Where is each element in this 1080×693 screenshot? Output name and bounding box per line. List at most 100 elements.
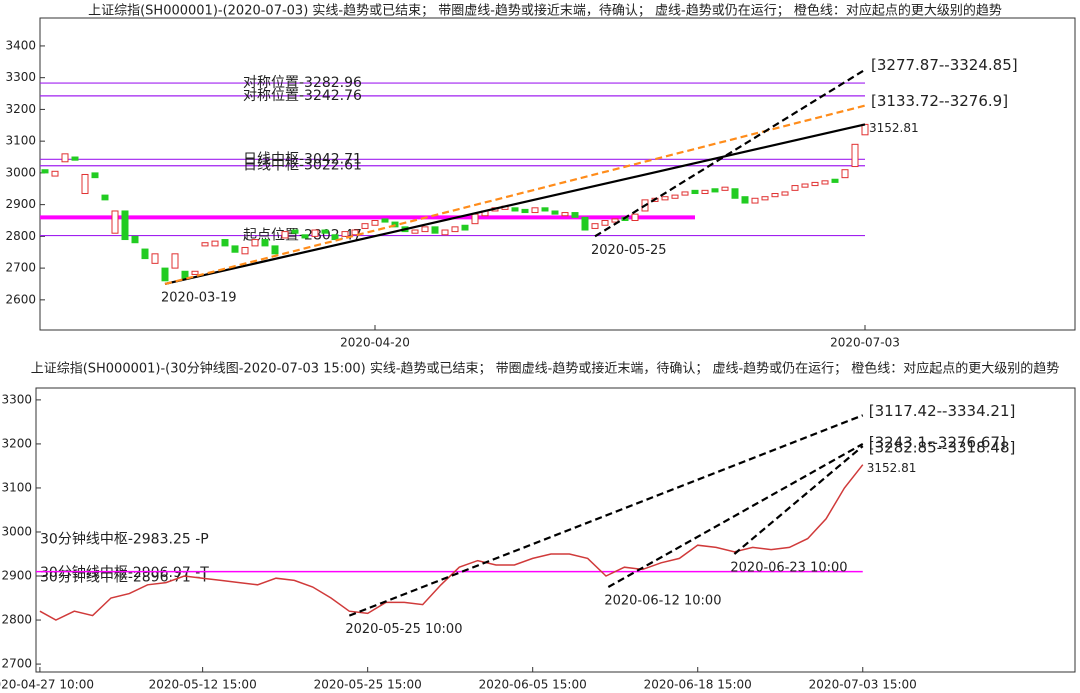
candle xyxy=(241,246,249,255)
x-tick-label: 2020-06-18 15:00 xyxy=(644,678,752,692)
trend-line xyxy=(594,68,866,238)
y-tick-label: 3300 xyxy=(5,70,36,84)
candle xyxy=(571,212,579,218)
candle xyxy=(801,183,809,188)
trend-end-label: [3117.42--3334.21] xyxy=(869,402,1016,420)
x-tick-label: 2020-05-12 15:00 xyxy=(149,678,257,692)
candle xyxy=(561,212,569,217)
chart-title: 上证综指(SH000001)-(2020-07-03) 实线-趋势或已结束； 带… xyxy=(88,3,1002,19)
candle xyxy=(431,226,439,234)
candle xyxy=(191,270,199,275)
y-tick-label: 3400 xyxy=(5,38,36,52)
candle xyxy=(701,189,709,195)
x-tick-label: 2020-04-20 xyxy=(340,336,410,350)
candle xyxy=(101,194,109,201)
candle xyxy=(171,253,179,269)
candle xyxy=(311,229,319,237)
candle xyxy=(301,234,309,239)
trend-start-label: 2020-03-19 xyxy=(161,290,237,305)
candle xyxy=(321,229,329,234)
candle xyxy=(821,180,829,185)
trend-line xyxy=(164,123,866,286)
trend-start-label: 2020-06-12 10:00 xyxy=(604,594,721,609)
candle xyxy=(461,224,469,231)
candle xyxy=(581,216,589,231)
candle xyxy=(731,188,739,199)
trend-end-label: [3282.85--3318.48] xyxy=(869,439,1016,457)
y-tick-label: 3000 xyxy=(1,524,32,538)
candle xyxy=(141,248,149,260)
candle xyxy=(681,191,689,196)
price-line xyxy=(39,464,864,621)
candle xyxy=(531,207,539,214)
trend-start-label: 2020-05-25 xyxy=(591,243,667,258)
x-tick-label: 2020-05-25 15:00 xyxy=(314,678,422,692)
candle xyxy=(471,213,479,225)
candle xyxy=(441,229,449,236)
trend-line xyxy=(607,442,864,588)
candle xyxy=(601,219,609,226)
trend-end-label: [3133.72--3276.9] xyxy=(871,92,1008,110)
candle xyxy=(221,239,229,247)
y-tick-label: 3200 xyxy=(5,102,36,116)
candle xyxy=(201,242,209,247)
y-tick-label: 2800 xyxy=(5,229,36,243)
y-tick-label: 2900 xyxy=(5,197,36,211)
candle xyxy=(41,169,49,174)
trend-end-label: [3243.1--3276.67] xyxy=(869,433,1006,451)
candle xyxy=(661,196,669,201)
candle xyxy=(721,186,729,191)
candle xyxy=(831,178,839,183)
trend-end-label: [3277.87--3324.85] xyxy=(871,56,1018,74)
level-label: 30分钟线中枢-2906.97 -T xyxy=(40,564,209,581)
level-label: 30分钟线中枢-2896.71 -T xyxy=(40,568,209,585)
candle xyxy=(71,156,79,161)
y-tick-label: 2900 xyxy=(1,569,32,583)
level-label: 对称位置-3282.96 xyxy=(243,75,362,91)
trend-line xyxy=(733,445,864,555)
y-tick-label: 3100 xyxy=(5,134,36,148)
y-tick-label: 2600 xyxy=(5,292,36,306)
trend-line xyxy=(348,414,864,617)
candle xyxy=(271,245,279,255)
y-tick-label: 2700 xyxy=(1,657,32,671)
candle xyxy=(511,207,519,212)
last-label: 3152.81 xyxy=(867,461,917,475)
candle xyxy=(771,193,779,198)
candle xyxy=(421,226,429,233)
candle xyxy=(851,143,859,168)
candle xyxy=(371,219,379,226)
x-tick-label: 2020-06-05 15:00 xyxy=(479,678,587,692)
candle xyxy=(611,218,619,223)
candle xyxy=(251,239,259,247)
candle xyxy=(811,181,819,187)
candle xyxy=(231,245,239,253)
y-tick-label: 3200 xyxy=(1,436,32,450)
y-tick-label: 3300 xyxy=(1,392,32,406)
candle xyxy=(781,191,789,196)
last-label: 3152.81 xyxy=(869,121,919,135)
candle xyxy=(791,185,799,191)
level-label: 对称位置-3242.76 xyxy=(243,88,362,104)
candle xyxy=(161,267,169,282)
x-tick-label: 2020-07-03 xyxy=(830,336,900,350)
candle xyxy=(591,223,599,229)
candle xyxy=(291,229,299,234)
chart-title: 上证综指(SH000001)-(30分钟线图-2020-07-03 15:00)… xyxy=(31,361,1060,377)
candle xyxy=(111,210,119,234)
y-tick-label: 2700 xyxy=(5,261,36,275)
y-tick-label: 3100 xyxy=(1,480,32,494)
candle xyxy=(411,229,419,234)
candle xyxy=(451,226,459,233)
candle xyxy=(541,207,549,212)
candle xyxy=(711,188,719,193)
candle xyxy=(751,197,759,204)
candle xyxy=(841,169,849,179)
candle xyxy=(691,189,699,195)
candle xyxy=(131,235,139,244)
candle xyxy=(631,213,639,221)
y-tick-label: 2800 xyxy=(1,613,32,627)
candle xyxy=(211,240,219,247)
candle xyxy=(341,231,349,237)
